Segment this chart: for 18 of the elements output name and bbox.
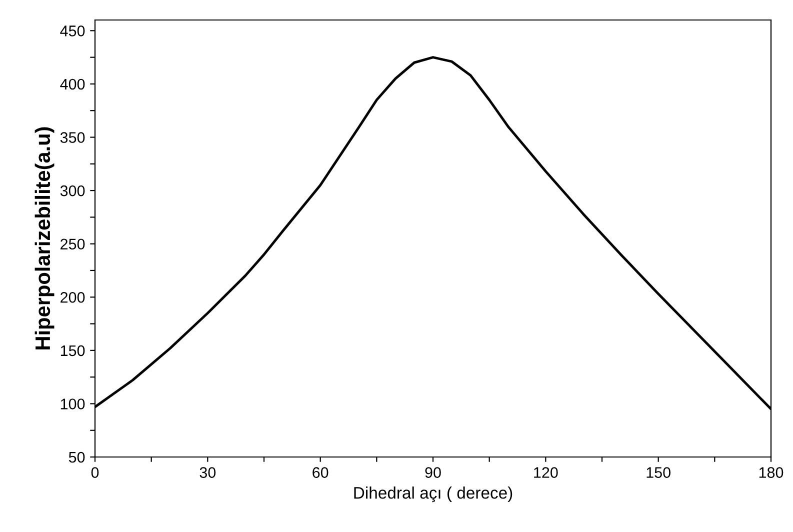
y-tick-label: 400 xyxy=(60,78,85,90)
y-tick-label: 50 xyxy=(68,452,85,463)
x-tick-label: 60 xyxy=(312,467,328,478)
y-axis-title: Hiperpolarizebilite(a.u) xyxy=(34,127,54,350)
y-tick-label: 450 xyxy=(60,26,85,36)
x-tick-label: 120 xyxy=(534,467,558,478)
y-tick-label: 350 xyxy=(60,132,85,143)
y-tick-label: 200 xyxy=(60,292,85,303)
x-tick-label: 30 xyxy=(200,467,216,478)
x-tick-label: 0 xyxy=(91,467,99,478)
x-axis-title: Dihedral açı ( derece) xyxy=(354,486,512,502)
x-tick-label: 90 xyxy=(425,467,441,478)
y-tick-label: 300 xyxy=(60,185,85,196)
y-tick-label: 100 xyxy=(60,398,85,410)
x-tick-label: 150 xyxy=(646,467,670,478)
y-tick-label: 250 xyxy=(60,238,85,250)
x-tick-label: 180 xyxy=(759,467,784,478)
y-tick-label: 150 xyxy=(60,345,85,356)
